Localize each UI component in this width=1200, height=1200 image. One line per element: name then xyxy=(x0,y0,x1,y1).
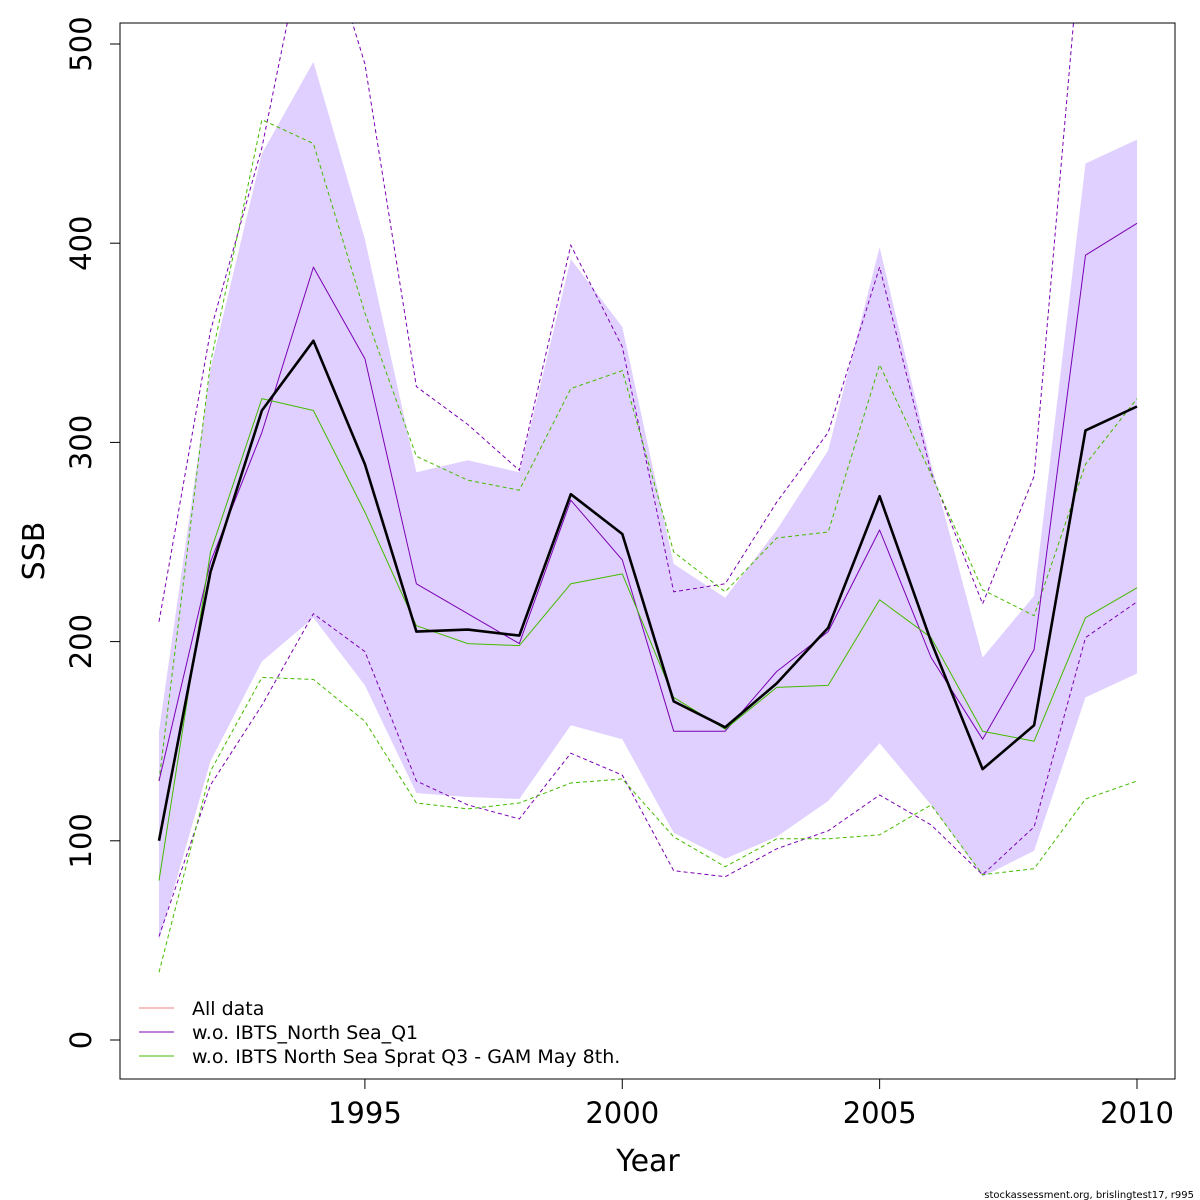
series-ibts-q1-lower-ci-line xyxy=(158,601,1138,937)
y-tick-label: 500 xyxy=(64,16,98,71)
series-ibts-sprat-q3-upper-ci-line xyxy=(158,118,1138,782)
y-tick-label: 100 xyxy=(64,813,98,868)
series-ibts-sprat-q3-lower-ci-line xyxy=(158,676,1138,973)
series-all-data-line xyxy=(157,339,1138,842)
y-tick-label: 0 xyxy=(64,1031,98,1049)
y-axis: 0 100 200 300 400 500 xyxy=(64,16,121,1049)
confidence-band-layer xyxy=(159,61,1137,941)
series-ibts-sprat-q3-line xyxy=(158,398,1138,881)
series-lines-layer xyxy=(157,222,1138,881)
confidence-interval-lines-layer xyxy=(158,23,1138,973)
legend-label-all-data: All data xyxy=(192,998,264,1020)
y-axis-title: SSB xyxy=(17,522,52,581)
y-tick-label: 300 xyxy=(64,415,98,470)
x-axis-title: Year xyxy=(615,1144,680,1179)
series-ibts-q1-upper-ci-line xyxy=(158,23,1074,622)
y-tick-label: 200 xyxy=(64,614,98,669)
x-tick-label: 1995 xyxy=(328,1096,402,1130)
legend-label-ibts-q1: w.o. IBTS_North Sea_Q1 xyxy=(192,1022,418,1044)
series-ibts-q1-line xyxy=(158,222,1138,782)
x-axis: 1995 2000 2005 2010 xyxy=(328,1078,1174,1130)
x-tick-label: 2005 xyxy=(843,1096,917,1130)
y-tick-label: 400 xyxy=(64,216,98,271)
confidence-band xyxy=(159,61,1137,941)
x-tick-label: 2010 xyxy=(1100,1096,1174,1130)
legend-label-ibts-sprat-q3: w.o. IBTS North Sea Sprat Q3 - GAM May 8… xyxy=(192,1046,620,1068)
x-tick-label: 2000 xyxy=(585,1096,659,1130)
footer-credit: stockassessment.org, brislingtest17, r99… xyxy=(984,1190,1194,1200)
